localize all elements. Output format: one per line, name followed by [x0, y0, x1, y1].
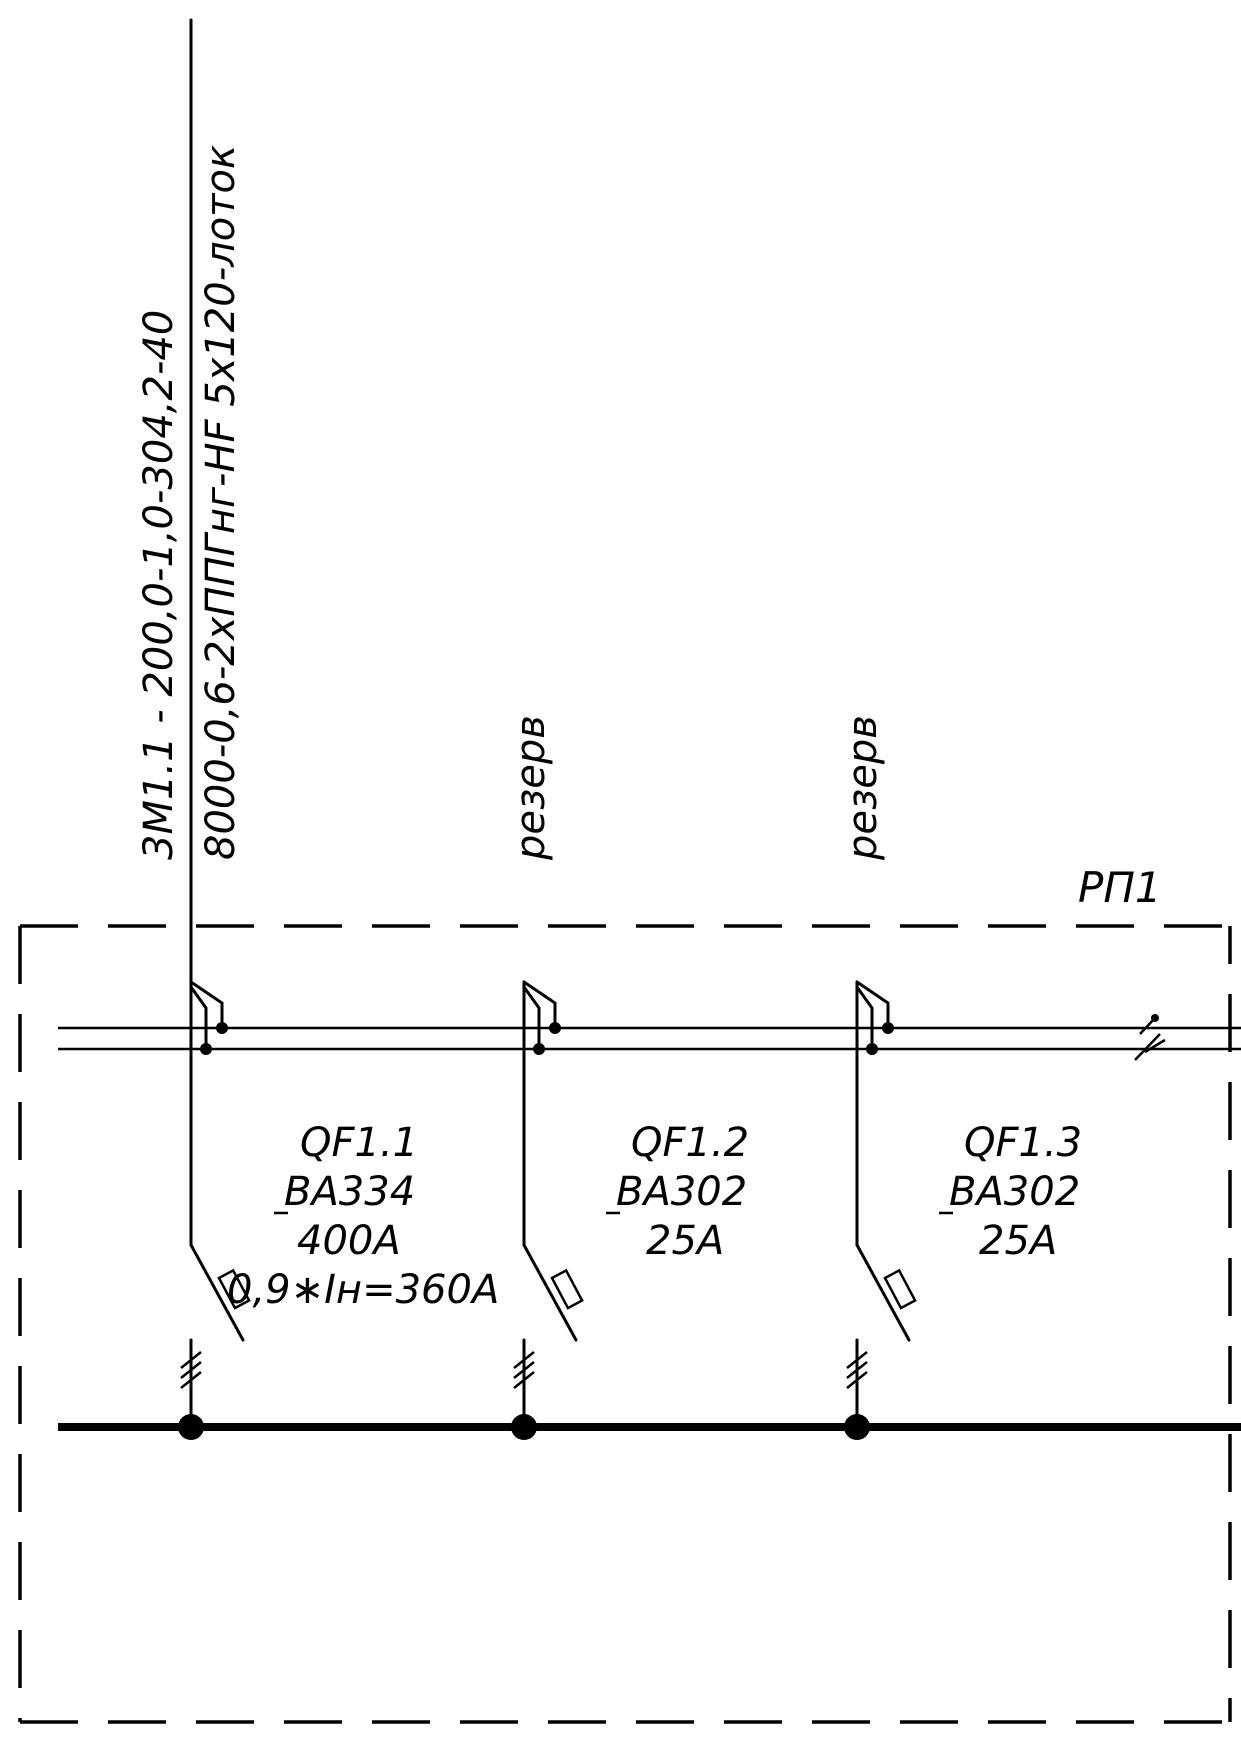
breaker-setting-qf1-1: 0,9∗Iн=360А	[227, 1267, 499, 1313]
panel-enclosure	[18, 924, 1232, 1724]
breaker-branch-qf1-2	[511, 980, 584, 1440]
breaker-model-qf1-1: ВА334	[284, 1169, 415, 1215]
reserve-label-2: резерв	[840, 715, 886, 861]
breaker-id-qf1-3: QF1.3	[964, 1120, 1082, 1166]
breaker-model-qf1-2: ВА302	[616, 1169, 747, 1215]
panel-name: РП1	[1078, 863, 1162, 912]
breaker-rating-qf1-1: 400А	[297, 1218, 401, 1264]
breaker-id-qf1-1: QF1.1	[300, 1120, 418, 1166]
breaker-model-qf1-3: ВА302	[949, 1169, 1080, 1215]
breaker-rating-qf1-2: 25А	[646, 1218, 724, 1264]
breaker-id-qf1-2: QF1.2	[631, 1120, 749, 1166]
breaker-rating-qf1-3: 25А	[979, 1218, 1057, 1264]
breaker-branch-qf1-1	[178, 924, 251, 1440]
reserve-label-1: резерв	[508, 715, 554, 861]
breaker-branch-qf1-3	[844, 980, 917, 1440]
control-busbars	[58, 1014, 1241, 1061]
feeder-label-line1: 3М1.1 - 200,0-1,0-304,2-40	[136, 310, 182, 860]
bus-tap-symbol	[1134, 1014, 1166, 1061]
feeder-label-line2: 8000-0,6-2хППГнг-HF 5x120-лоток	[198, 145, 244, 860]
